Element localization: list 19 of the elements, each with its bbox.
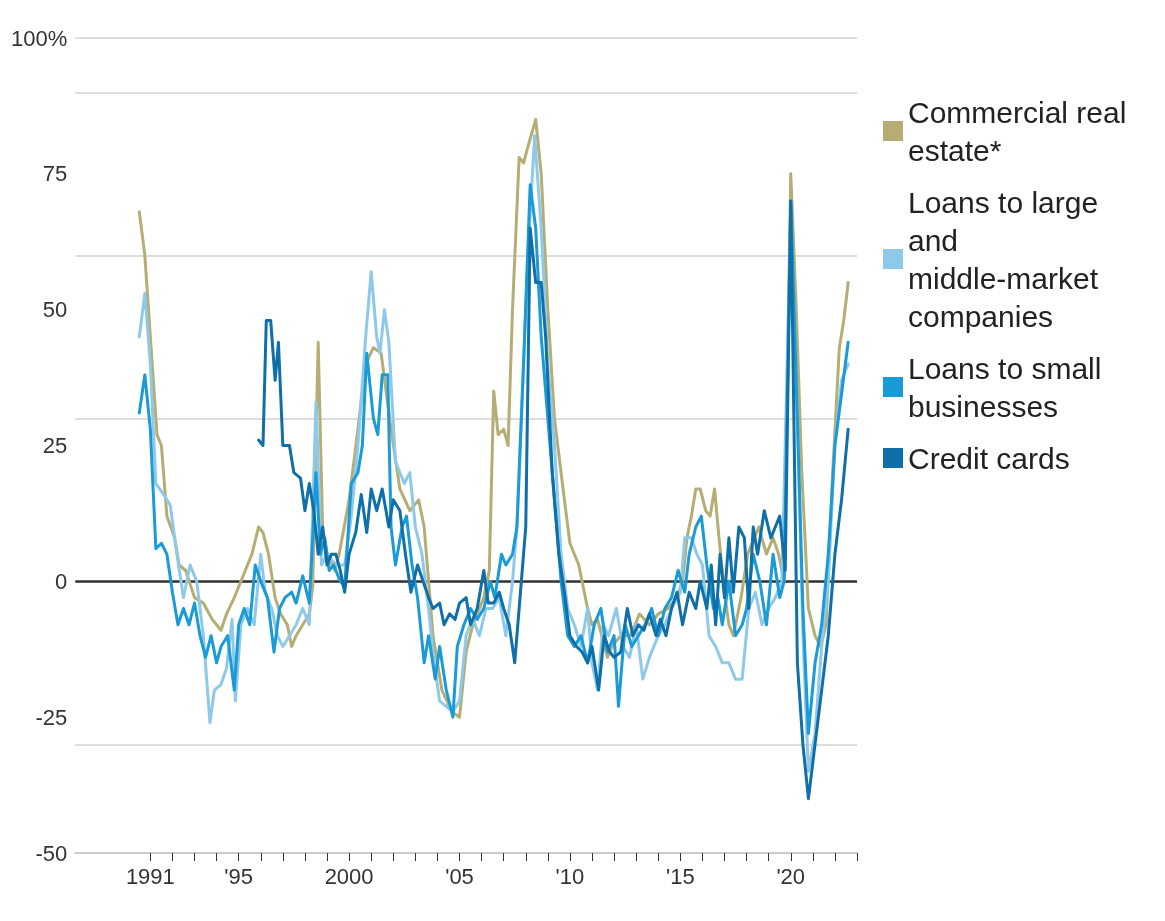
legend-label: Loans to large and middle-market companies: [908, 185, 1107, 333]
x-tick-label: '20: [776, 863, 806, 889]
x-tick-label: '10: [555, 863, 585, 889]
legend-label: Credit cards: [908, 441, 1070, 475]
x-tick-label: '95: [224, 863, 254, 889]
line-series: [257, 199, 850, 801]
y-tick-label: 0: [55, 568, 68, 594]
y-tick-label: 50: [42, 297, 68, 323]
y-tick-label: 25: [42, 433, 68, 458]
x-tick-label: '15: [666, 863, 695, 889]
x-tick-label: '05: [445, 863, 474, 889]
y-tick-label: -50: [35, 840, 68, 866]
y-tick-label: 100%: [10, 25, 68, 51]
legend-label: Loans to small businesses: [908, 351, 1110, 423]
x-tick-label: 2000: [324, 863, 374, 889]
legend-label: Commercial real estate*: [908, 95, 1135, 167]
y-tick-label: 75: [42, 161, 68, 187]
y-tick-label: -25: [35, 704, 68, 730]
x-tick-label: 1991: [125, 863, 175, 889]
